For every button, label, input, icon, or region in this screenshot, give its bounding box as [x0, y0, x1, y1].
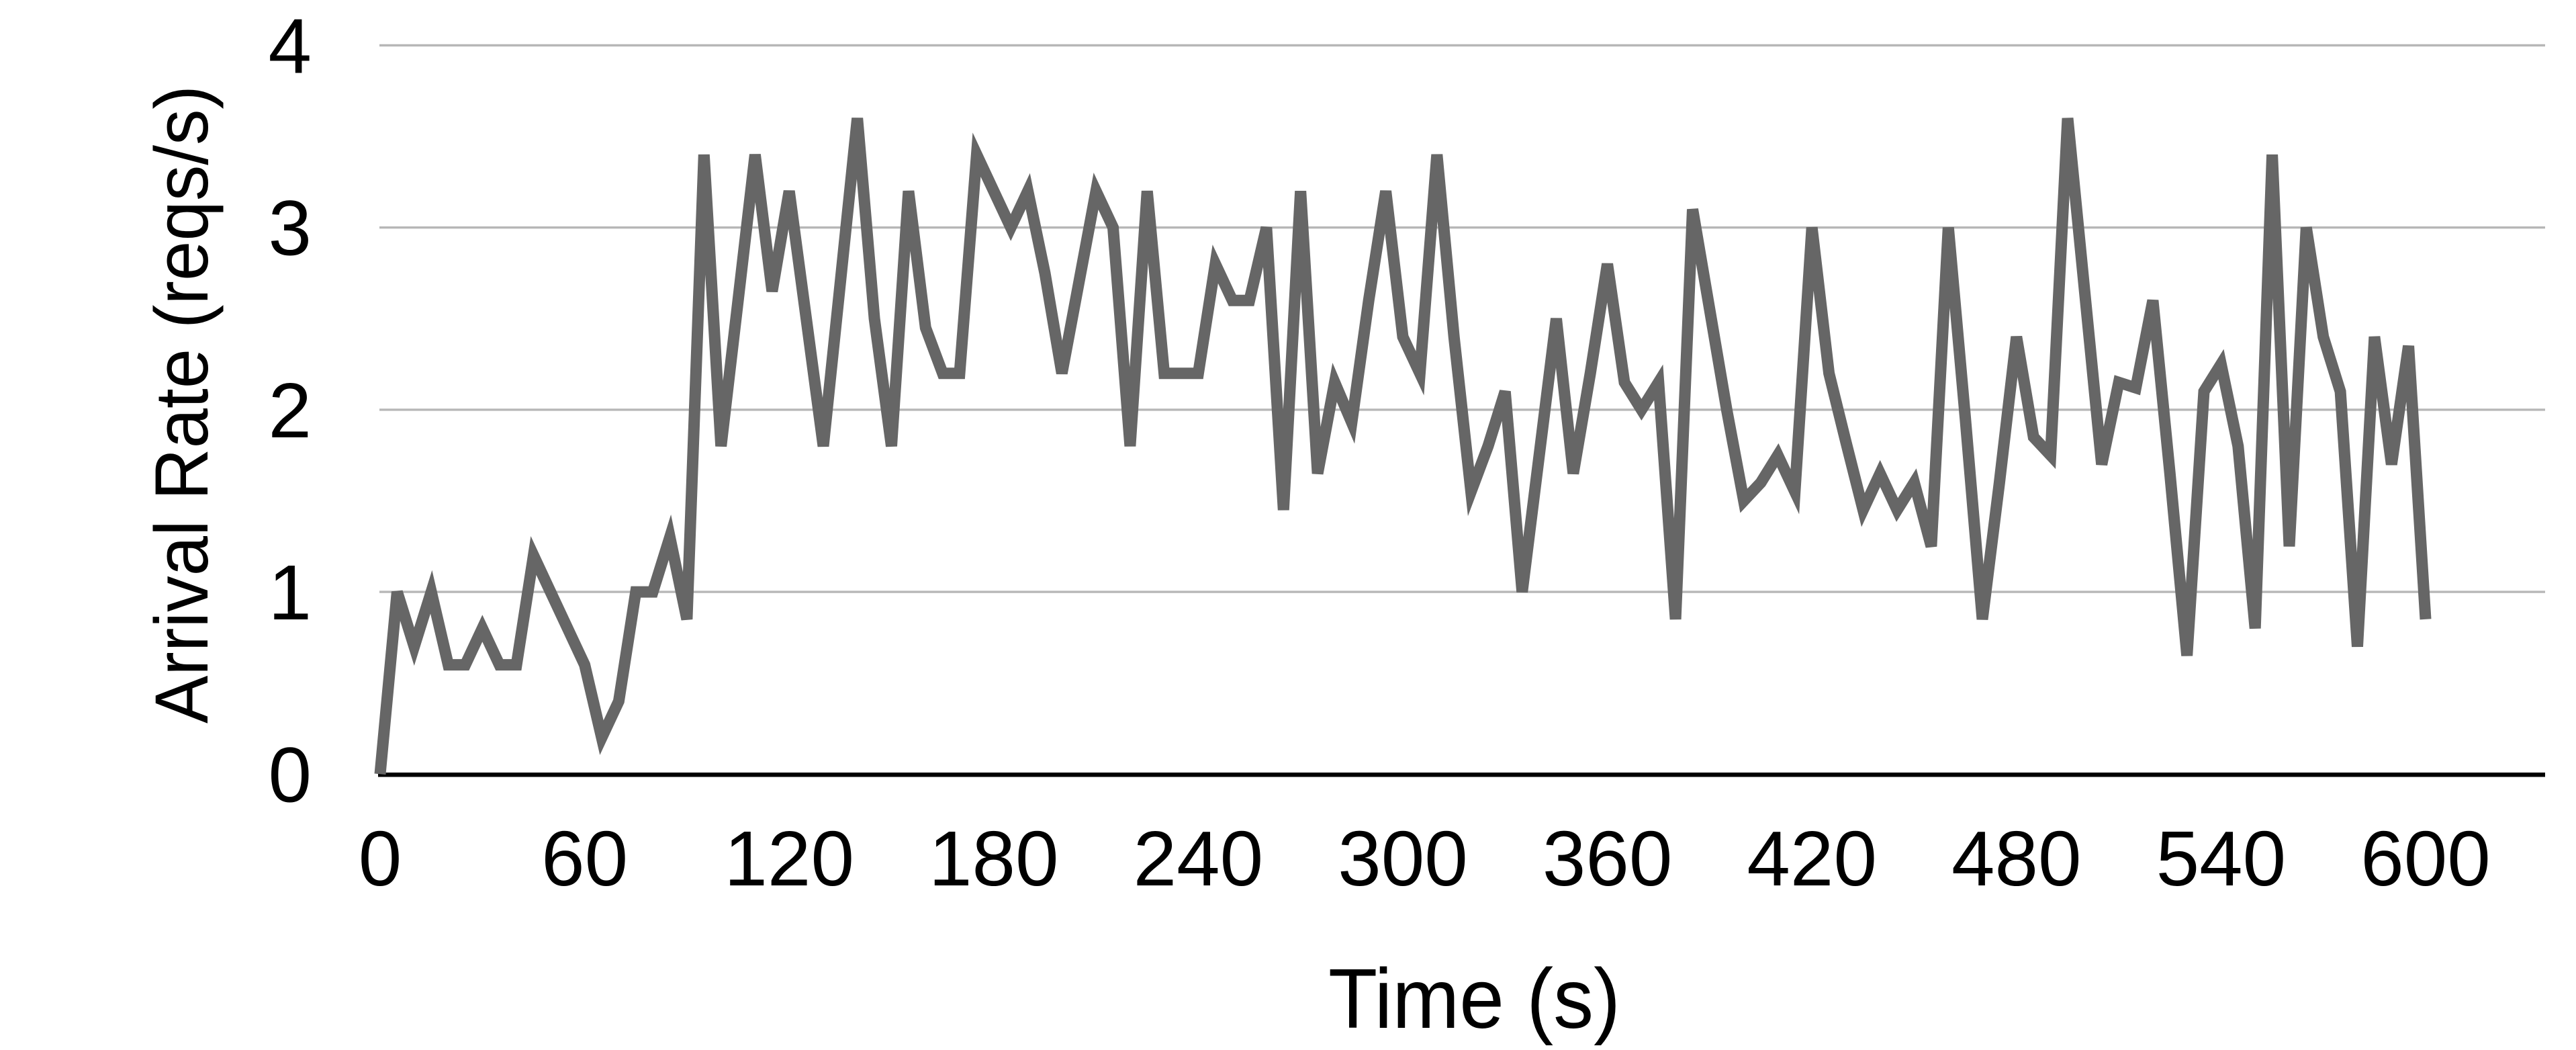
svg-text:3: 3 [268, 185, 312, 272]
svg-text:480: 480 [1951, 815, 2082, 902]
svg-text:540: 540 [2156, 815, 2287, 902]
svg-text:420: 420 [1747, 815, 1877, 902]
svg-text:1: 1 [268, 549, 312, 636]
svg-text:180: 180 [929, 815, 1059, 902]
svg-text:4: 4 [268, 3, 312, 90]
svg-text:Arrival Rate (reqs/s): Arrival Rate (reqs/s) [140, 85, 224, 724]
svg-text:600: 600 [2360, 815, 2491, 902]
svg-text:300: 300 [1338, 815, 1468, 902]
svg-text:0: 0 [268, 731, 312, 818]
svg-text:360: 360 [1543, 815, 1673, 902]
svg-text:240: 240 [1134, 815, 1264, 902]
svg-text:2: 2 [268, 367, 312, 454]
svg-text:0: 0 [359, 815, 402, 902]
svg-text:Time (s): Time (s) [1328, 951, 1620, 1046]
svg-text:60: 60 [541, 815, 628, 902]
svg-text:120: 120 [724, 815, 854, 902]
